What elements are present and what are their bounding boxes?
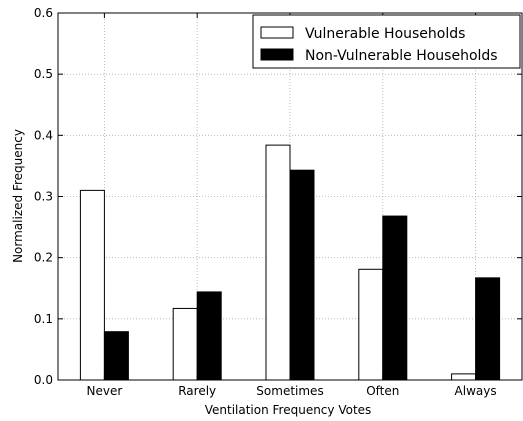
legend-label-vulnerable: Vulnerable Households bbox=[305, 26, 465, 42]
y-tick-label: 0.4 bbox=[34, 128, 53, 142]
legend-label-non-vulnerable: Non-Vulnerable Households bbox=[305, 48, 498, 64]
bar-vulnerable-always bbox=[451, 373, 477, 381]
x-tick-label: Often bbox=[366, 384, 399, 398]
bar-non-vulnerable-rarely bbox=[196, 291, 222, 381]
bar-non-vulnerable-never bbox=[103, 331, 129, 381]
y-tick-labels: 0.0 0.1 0.2 0.3 0.4 0.5 0.6 bbox=[34, 6, 53, 387]
y-tick-label: 0.2 bbox=[34, 251, 53, 265]
legend-swatch-vulnerable bbox=[260, 26, 294, 39]
x-tick-labels: Never Rarely Sometimes Often Always bbox=[87, 384, 497, 398]
legend-box bbox=[252, 14, 521, 69]
y-tick-label: 0.6 bbox=[34, 6, 53, 20]
bar-non-vulnerable-sometimes bbox=[289, 169, 315, 381]
y-tick-label: 0.0 bbox=[34, 373, 53, 387]
bar-vulnerable-never bbox=[79, 189, 105, 381]
y-tick-label: 0.3 bbox=[34, 190, 53, 204]
x-tick-label: Rarely bbox=[178, 384, 216, 398]
x-tick-label: Sometimes bbox=[256, 384, 323, 398]
bar-vulnerable-rarely bbox=[172, 307, 198, 381]
x-tick-label: Never bbox=[87, 384, 123, 398]
y-tick-label: 0.1 bbox=[34, 312, 53, 326]
bar-vulnerable-sometimes bbox=[265, 144, 291, 381]
y-axis-label: Normalized Frequency bbox=[11, 129, 25, 263]
legend-swatch-non-vulnerable bbox=[260, 48, 294, 61]
y-tick-label: 0.5 bbox=[34, 67, 53, 81]
x-tick-label: Always bbox=[455, 384, 497, 398]
bar-non-vulnerable-always bbox=[475, 277, 501, 381]
plot-frame bbox=[57, 12, 523, 381]
x-axis-label: Ventilation Frequency Votes bbox=[205, 403, 372, 417]
bar-non-vulnerable-often bbox=[382, 215, 408, 381]
bar-marks bbox=[79, 144, 501, 381]
bar-vulnerable-often bbox=[358, 268, 384, 381]
legend: Vulnerable Households Non-Vulnerable Hou… bbox=[252, 14, 521, 69]
